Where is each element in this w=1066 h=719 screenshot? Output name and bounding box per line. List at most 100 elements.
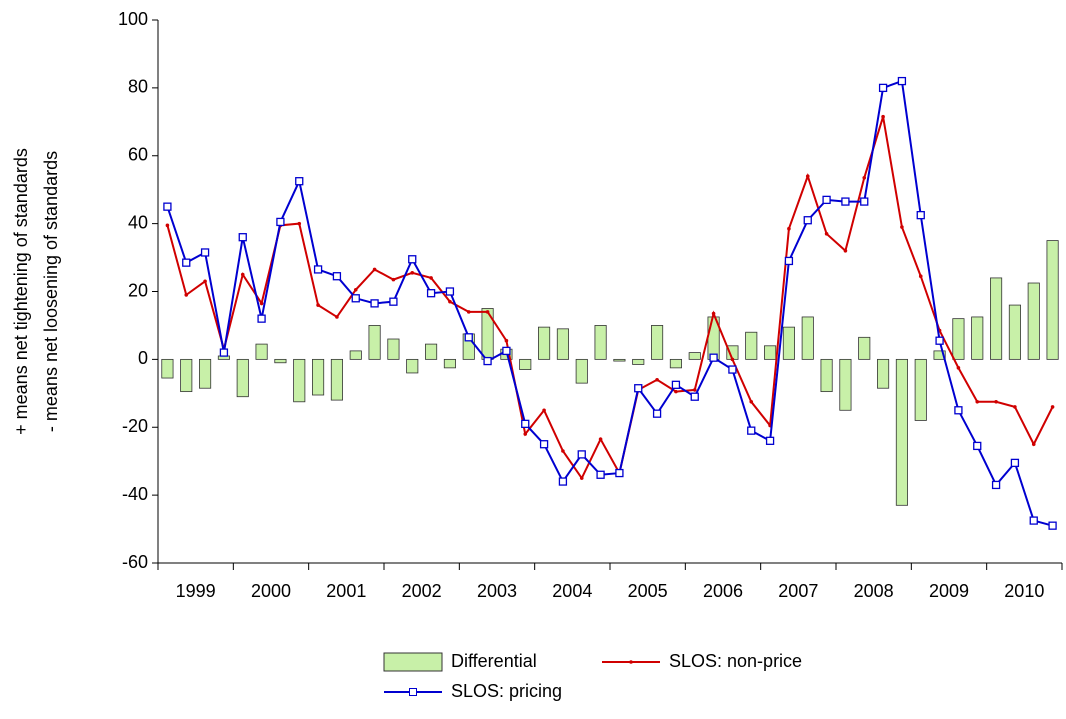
y-axis-label: + means net tightening of standards [11, 148, 31, 435]
bar [293, 358, 306, 403]
marker [466, 310, 471, 314]
bar [613, 358, 626, 362]
bar [443, 358, 456, 369]
bar [538, 326, 551, 360]
marker [1031, 442, 1036, 447]
marker [956, 366, 961, 370]
marker [765, 436, 775, 445]
x-tick-label: 2003 [477, 581, 517, 601]
marker [219, 348, 229, 357]
bar [312, 358, 325, 396]
x-tick-label: 2004 [552, 581, 592, 601]
marker [502, 346, 511, 356]
marker [558, 477, 568, 486]
marker [485, 310, 490, 314]
y-axis-label: - means net loosening of standards [41, 151, 61, 432]
marker [542, 408, 546, 413]
marker [448, 299, 452, 304]
bar [669, 358, 682, 369]
marker [1029, 516, 1038, 525]
x-tick-label: 2001 [326, 581, 366, 601]
marker [504, 338, 509, 343]
marker [916, 210, 925, 220]
marker [671, 380, 681, 389]
legend-marker [629, 660, 633, 664]
marker [897, 76, 907, 86]
marker [803, 216, 812, 225]
bar [387, 338, 400, 360]
bar [406, 358, 419, 374]
x-tick-label: 2006 [703, 581, 743, 601]
marker [257, 314, 266, 323]
x-tick-label: 2009 [929, 581, 969, 601]
marker [426, 289, 436, 298]
marker [787, 226, 791, 231]
marker [824, 232, 829, 236]
y-tick-label: 40 [128, 212, 148, 232]
marker [598, 437, 603, 441]
bar [877, 358, 890, 389]
marker [843, 248, 848, 253]
marker [730, 357, 735, 362]
marker [182, 258, 191, 267]
bar [274, 358, 287, 364]
marker [1050, 405, 1055, 409]
marker [652, 409, 662, 418]
bar [199, 358, 212, 389]
marker [523, 432, 528, 436]
marker [747, 426, 756, 435]
marker [749, 399, 754, 404]
bar [801, 316, 814, 360]
marker [1048, 521, 1057, 530]
marker [297, 221, 302, 226]
marker [408, 255, 417, 264]
bar [764, 345, 777, 360]
marker [464, 333, 473, 342]
marker [240, 272, 245, 277]
bar [839, 358, 852, 411]
marker [391, 277, 396, 282]
x-tick-label: 2008 [854, 581, 894, 601]
y-tick-label: 60 [128, 145, 148, 165]
marker [335, 315, 339, 319]
marker [351, 294, 360, 303]
marker [165, 223, 170, 228]
bar [820, 358, 833, 393]
y-tick-label: -20 [122, 416, 148, 436]
line [166, 116, 1054, 481]
marker [276, 217, 285, 227]
marker [521, 419, 530, 429]
marker [822, 195, 831, 205]
marker [728, 365, 737, 374]
bar [745, 331, 758, 360]
marker [577, 450, 586, 459]
marker [370, 299, 379, 308]
marker [259, 301, 264, 306]
bar [933, 350, 946, 360]
marker [862, 176, 867, 180]
bar [858, 336, 871, 360]
marker [316, 303, 320, 307]
bar [688, 352, 701, 360]
marker [954, 406, 963, 415]
bar [1046, 240, 1059, 360]
marker [295, 177, 304, 186]
marker [163, 202, 172, 211]
bar [519, 358, 532, 370]
marker [483, 356, 492, 366]
marker [674, 389, 678, 394]
bar [425, 343, 438, 360]
bar [651, 325, 664, 360]
legend-marker [409, 688, 417, 696]
marker [429, 276, 433, 280]
marker [332, 272, 342, 281]
y-tick-label: 80 [128, 77, 148, 97]
marker [900, 225, 904, 229]
x-tick-label: 2007 [778, 581, 818, 601]
marker [991, 480, 1001, 490]
marker [200, 248, 210, 257]
bar [255, 343, 268, 360]
marker [655, 377, 659, 382]
bar [971, 316, 984, 360]
marker [634, 384, 643, 393]
